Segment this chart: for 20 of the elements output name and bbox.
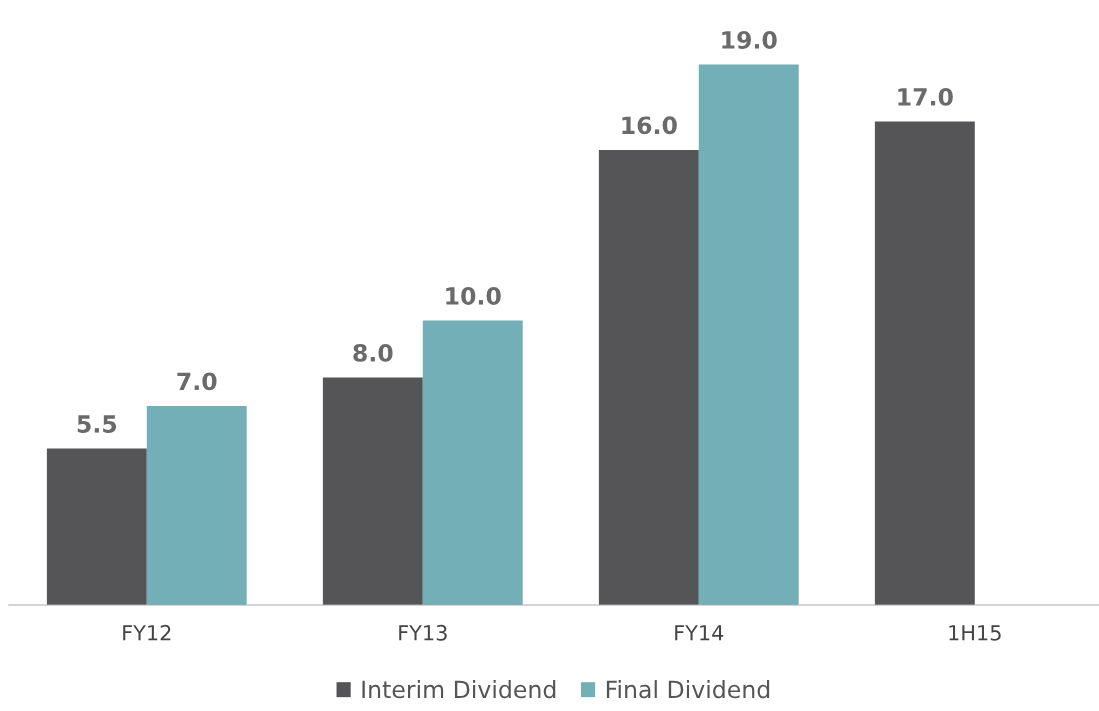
data-label: 7.0 [177, 372, 217, 391]
x-tick-label: FY14 [675, 625, 724, 641]
bar [874, 121, 975, 606]
data-label: 19.0 [722, 31, 777, 49]
data-label: 17.0 [898, 87, 953, 106]
bar [598, 149, 699, 606]
x-tick-label: FY13 [399, 624, 447, 641]
bar [422, 320, 523, 606]
bar [322, 377, 423, 606]
legend-label: Final Dividend [606, 680, 770, 699]
data-label: 16.0 [622, 116, 677, 135]
x-tick-label: FY12 [123, 624, 171, 641]
bar [46, 448, 147, 606]
data-label: 5.5 [77, 415, 117, 433]
data-label: 10.0 [446, 287, 501, 305]
legend-label: Interim Dividend [362, 680, 556, 699]
x-tick-label: 1H15 [949, 625, 1001, 641]
bar [146, 405, 247, 606]
data-label: 8.0 [353, 343, 393, 362]
bar [698, 64, 799, 606]
